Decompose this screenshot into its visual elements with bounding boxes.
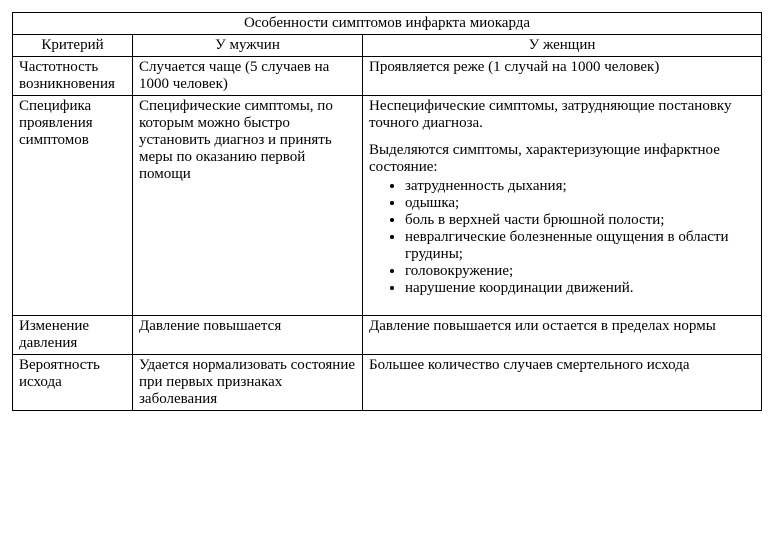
header-men: У мужчин xyxy=(133,35,363,57)
women-paragraph-1: Неспецифические симптомы, затрудняющие п… xyxy=(369,98,755,132)
row-specifics: Специфика проявления симптомов Специфиче… xyxy=(13,96,762,316)
title-row: Особенности симптомов инфаркта миокарда xyxy=(13,13,762,35)
row-outcome: Вероятность исхода Удается нормализовать… xyxy=(13,355,762,411)
women-bullet-list: затрудненность дыхания; одышка; боль в в… xyxy=(369,178,755,297)
row-frequency: Частотность возникновения Случается чаще… xyxy=(13,57,762,96)
header-criteria: Критерий xyxy=(13,35,133,57)
symptoms-table: Особенности симптомов инфаркта миокарда … xyxy=(12,12,762,411)
cell-men: Случается чаще (5 случаев на 1000 челове… xyxy=(133,57,363,96)
row-pressure: Изменение давления Давление повышается Д… xyxy=(13,316,762,355)
women-paragraph-2: Выделяются симптомы, характеризующие инф… xyxy=(369,142,755,176)
cell-criteria: Частотность возникновения xyxy=(13,57,133,96)
list-item: одышка; xyxy=(405,195,755,212)
cell-women: Неспецифические симптомы, затрудняющие п… xyxy=(363,96,762,316)
cell-criteria: Вероятность исхода xyxy=(13,355,133,411)
list-item: боль в верхней части брюшной полости; xyxy=(405,212,755,229)
cell-men: Специфические симптомы, по которым можно… xyxy=(133,96,363,316)
cell-women: Давление повышается или остается в преде… xyxy=(363,316,762,355)
cell-criteria: Специфика проявления симптомов xyxy=(13,96,133,316)
cell-men: Удается нормализовать состояние при перв… xyxy=(133,355,363,411)
header-row: Критерий У мужчин У женщин xyxy=(13,35,762,57)
list-item: затрудненность дыхания; xyxy=(405,178,755,195)
list-item: нарушение координации движений. xyxy=(405,280,755,297)
header-women: У женщин xyxy=(363,35,762,57)
cell-women: Большее количество случаев смертельного … xyxy=(363,355,762,411)
table-title: Особенности симптомов инфаркта миокарда xyxy=(13,13,762,35)
list-item: головокружение; xyxy=(405,263,755,280)
cell-women: Проявляется реже (1 случай на 1000 челов… xyxy=(363,57,762,96)
cell-criteria: Изменение давления xyxy=(13,316,133,355)
cell-men: Давление повышается xyxy=(133,316,363,355)
list-item: невралгические болезненные ощущения в об… xyxy=(405,229,755,263)
spacer xyxy=(369,299,755,313)
